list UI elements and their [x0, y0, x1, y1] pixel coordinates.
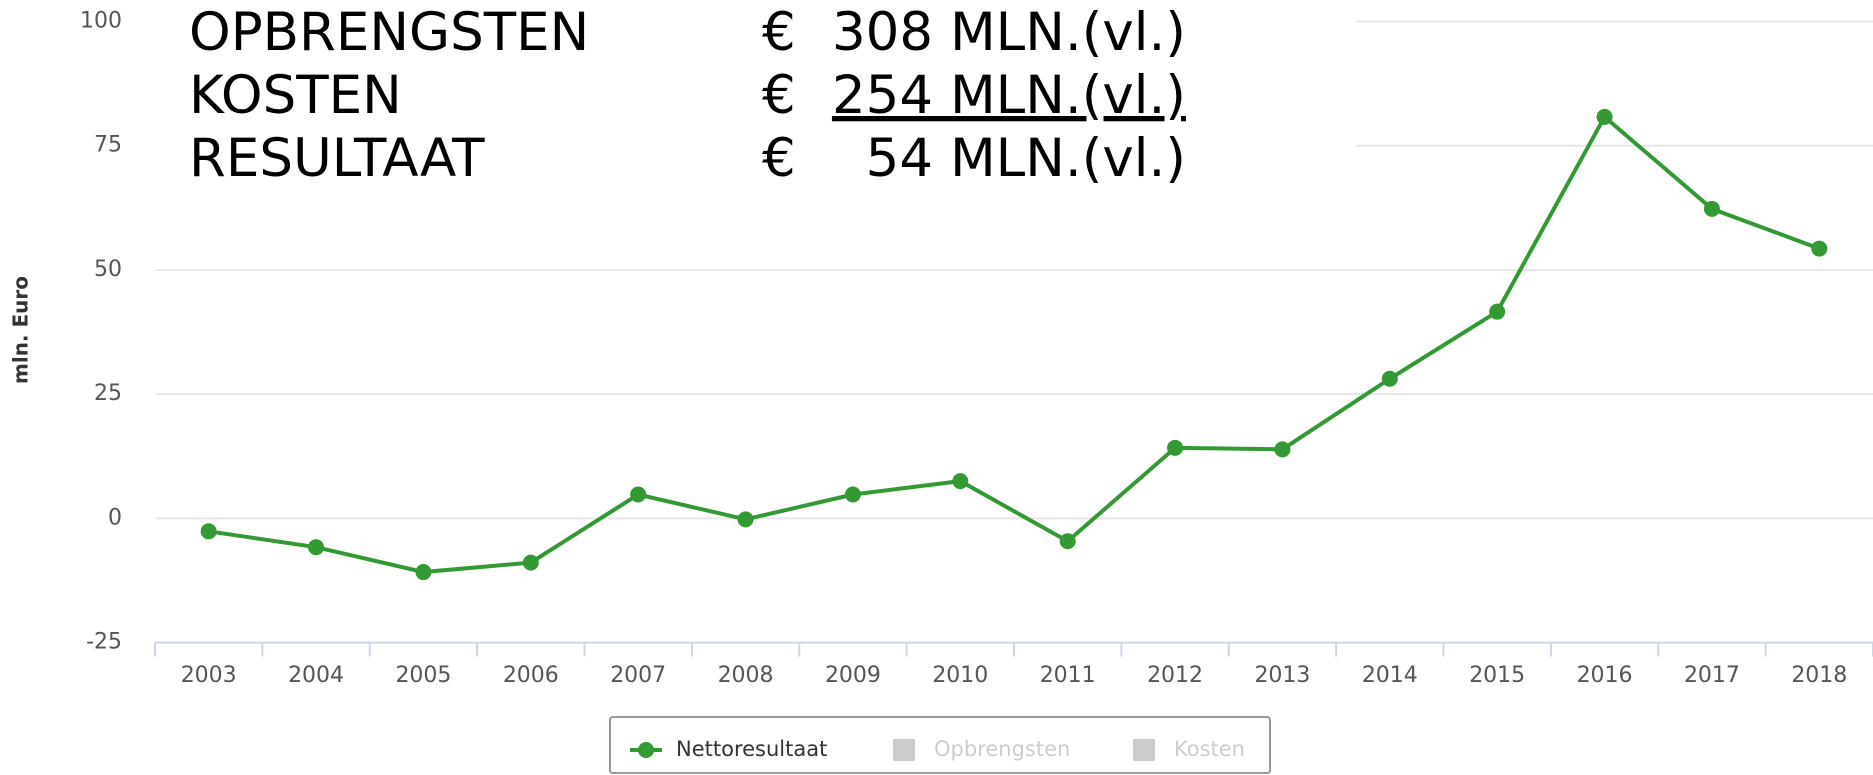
x-tick-label: 2010 [932, 663, 988, 688]
annotation-amount: 254 MLN.(vl.) [832, 65, 1186, 126]
annotation-currency: € [762, 2, 796, 63]
annotation-amount: 308 MLN.(vl.) [832, 2, 1186, 63]
x-tick-label: 2016 [1577, 663, 1633, 688]
point [200, 523, 217, 540]
point [522, 554, 539, 571]
point [952, 473, 969, 490]
legend-box [609, 716, 1271, 774]
point [1059, 533, 1076, 550]
point [1381, 370, 1398, 387]
y-tick-label: 75 [94, 133, 122, 158]
point [1274, 441, 1291, 458]
point [1811, 240, 1828, 257]
annotation-label: OPBRENGSTEN [189, 2, 589, 63]
x-tick-label: 2009 [825, 663, 881, 688]
annotation-currency: € [762, 128, 796, 189]
annotation-backdrop [150, 0, 1356, 195]
x-tick-label: 2006 [503, 663, 559, 688]
x-tick-label: 2011 [1040, 663, 1096, 688]
y-tick-label: 0 [108, 505, 122, 530]
x-tick-label: 2008 [718, 663, 774, 688]
x-tick-label: 2013 [1254, 663, 1310, 688]
legend-marker [638, 742, 654, 758]
annotation-label: KOSTEN [189, 65, 402, 126]
y-tick-label: -25 [86, 630, 122, 655]
x-tick-label: 2003 [181, 663, 237, 688]
legend-marker [893, 739, 915, 761]
x-tick-label: 2007 [610, 663, 666, 688]
y-tick-label: 50 [94, 257, 122, 282]
y-tick-label: 25 [94, 381, 122, 406]
annotation-label: RESULTAAT [189, 128, 485, 189]
x-tick-label: 2015 [1469, 663, 1525, 688]
x-tick-label: 2018 [1791, 663, 1847, 688]
point [1167, 439, 1184, 456]
legend-label: Nettoresultaat [676, 737, 827, 761]
x-tick-label: 2005 [395, 663, 451, 688]
annotation-currency: € [762, 65, 796, 126]
legend-label: Kosten [1174, 737, 1245, 761]
point [1596, 108, 1613, 125]
x-tick-label: 2004 [288, 663, 344, 688]
x-tick-label: 2017 [1684, 663, 1740, 688]
point [737, 511, 754, 528]
point [415, 564, 432, 581]
legend: Nettoresultaat Opbrengsten Kosten [609, 716, 1271, 774]
point [1489, 303, 1506, 320]
y-axis-label: mln. Euro [9, 276, 33, 384]
point [1703, 200, 1720, 217]
x-tick-label: 2012 [1147, 663, 1203, 688]
annotation-amount: 54 MLN.(vl.) [866, 128, 1186, 189]
x-tick-label: 2014 [1362, 663, 1418, 688]
point [630, 486, 647, 503]
legend-label: Opbrengsten [934, 737, 1070, 761]
line [208, 113, 1821, 575]
point [844, 486, 861, 503]
y-tick-label: 100 [80, 9, 122, 34]
point [308, 539, 325, 556]
legend-marker [1133, 739, 1155, 761]
